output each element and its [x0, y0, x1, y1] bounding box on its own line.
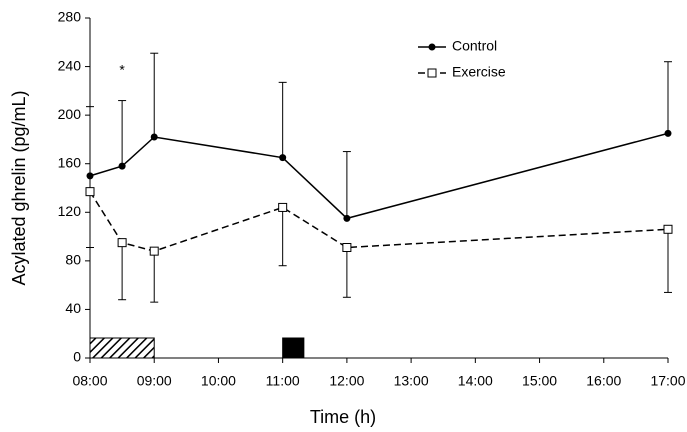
x-tick-label: 13:00 [394, 373, 429, 389]
period-bar [89, 337, 155, 359]
data-point [342, 243, 352, 252]
x-tick-label: 08:00 [72, 373, 107, 389]
x-tick-label: 10:00 [201, 373, 236, 389]
y-tick-label: 240 [58, 57, 82, 73]
x-tick-label: 16:00 [586, 373, 621, 389]
data-point [149, 246, 159, 256]
data-point [85, 187, 95, 197]
legend-marker [427, 68, 437, 78]
y-tick-label: 120 [58, 203, 82, 219]
y-axis-title: Acylated ghrelin (pg/mL) [9, 90, 29, 285]
x-tick-label: 17:00 [650, 373, 685, 389]
x-tick-label: 12:00 [329, 373, 364, 389]
y-tick-label: 280 [58, 9, 82, 25]
x-tick-label: 09:00 [137, 373, 172, 389]
y-tick-label: 160 [58, 154, 82, 170]
legend-marker [428, 43, 436, 51]
legend-label: Control [452, 38, 497, 54]
data-point [279, 154, 287, 162]
x-axis-title: Time (h) [310, 407, 376, 427]
y-tick-label: 0 [73, 349, 81, 365]
data-point [343, 214, 351, 222]
data-point [278, 202, 288, 212]
y-tick-label: 40 [65, 300, 81, 316]
data-point [118, 162, 126, 170]
annotation: * [119, 61, 125, 77]
data-point [86, 172, 94, 180]
y-tick-label: 200 [58, 106, 82, 122]
data-point [150, 133, 158, 141]
x-tick-label: 15:00 [522, 373, 557, 389]
data-point [663, 224, 673, 234]
legend-label: Exercise [452, 64, 506, 80]
series-line [89, 132, 669, 220]
period-bar [282, 337, 305, 359]
data-point [117, 238, 127, 248]
x-tick-label: 11:00 [266, 373, 300, 389]
y-tick-label: 80 [65, 252, 81, 268]
data-point [664, 129, 672, 137]
series-line [89, 191, 669, 252]
x-tick-label: 14:00 [458, 373, 493, 389]
